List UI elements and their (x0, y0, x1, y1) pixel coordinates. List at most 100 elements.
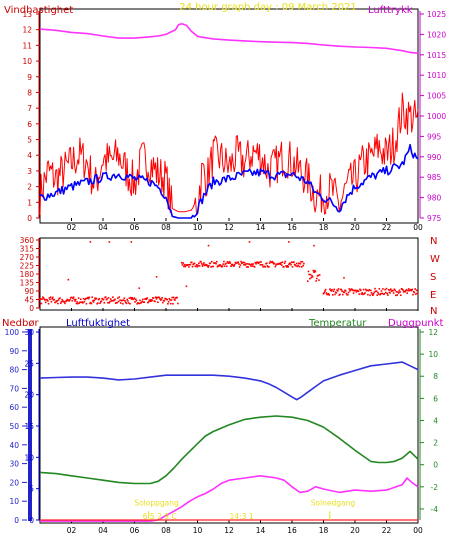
direction-point (339, 293, 341, 296)
direction-point (252, 263, 254, 265)
direction-point (124, 301, 127, 304)
direction-point (126, 298, 128, 301)
direction-point (395, 290, 398, 293)
direction-point (143, 301, 146, 303)
wind-speed-tick-label: 3 (27, 167, 32, 176)
direction-point (260, 261, 262, 263)
direction-point (174, 299, 176, 301)
direction-point (71, 299, 73, 302)
direction-tick-label: 135 (20, 279, 35, 288)
wind-speed-tick-label: 9 (27, 73, 32, 82)
direction-point (139, 299, 141, 302)
direction-point (389, 288, 392, 290)
direction-point (73, 298, 76, 301)
direction-point (64, 302, 66, 305)
direction-point (102, 298, 105, 301)
wind-panel-frame (39, 8, 419, 224)
direction-point (357, 290, 360, 293)
direction-point (130, 298, 133, 300)
direction-point (92, 301, 95, 303)
direction-point (406, 292, 409, 294)
direction-point (198, 265, 201, 267)
tick-label-layer: 0123456789101112139759809859909951000100… (5, 10, 447, 535)
direction-point (60, 300, 63, 303)
direction-point (200, 261, 202, 263)
direction-point (90, 302, 93, 305)
direction-point (393, 288, 396, 291)
direction-point (53, 298, 56, 301)
direction-point (400, 294, 402, 297)
direction-point (333, 288, 336, 291)
direction-point (47, 302, 50, 305)
direction-point (384, 288, 386, 291)
legend-humidity: Luftfuktighet (66, 318, 130, 329)
direction-point (329, 288, 331, 290)
direction-point (355, 291, 358, 293)
direction-point (172, 296, 175, 299)
direction-point (95, 297, 98, 300)
direction-point (231, 263, 234, 266)
direction-point (244, 264, 247, 266)
wind-speed-tick-label: 1 (27, 198, 32, 207)
direction-point (79, 301, 81, 304)
compass-label-e: E (430, 290, 436, 301)
direction-outlier-point (343, 276, 345, 279)
sun-annotation-label: Soloppgang (134, 499, 179, 508)
direction-point (414, 288, 416, 290)
precipitation-tick-label: 40 (9, 441, 19, 450)
direction-point (112, 296, 114, 298)
direction-point (108, 301, 111, 304)
direction-point (415, 289, 418, 292)
direction-point (330, 290, 333, 292)
direction-point (74, 300, 76, 302)
direction-point (129, 296, 132, 299)
direction-point (74, 298, 77, 301)
direction-point (117, 300, 120, 303)
direction-point (372, 293, 375, 295)
direction-point (91, 296, 93, 298)
direction-point (111, 299, 113, 302)
direction-outlier-point (388, 289, 391, 291)
direction-point (117, 297, 119, 299)
direction-point (59, 297, 61, 299)
climate-time-tick-label: 14 (256, 526, 266, 535)
direction-point (131, 296, 133, 299)
temperature-tick-label: -4 (431, 505, 439, 514)
direction-point (280, 262, 282, 264)
climate-time-tick-label: 18 (319, 526, 329, 535)
direction-point (306, 280, 309, 282)
temperature-tick-label: 10 (428, 350, 438, 359)
direction-point (48, 297, 51, 299)
direction-point (87, 296, 89, 299)
direction-point (234, 261, 237, 264)
sun-annotation-label: 14:3 1 (230, 512, 254, 521)
direction-point (59, 302, 62, 305)
direction-point (296, 265, 299, 268)
direction-point (107, 296, 110, 299)
direction-point (187, 264, 189, 266)
direction-point (206, 265, 209, 267)
direction-point (274, 265, 277, 268)
time-tick-label: 20 (350, 223, 360, 232)
direction-point (359, 289, 362, 292)
direction-point (42, 297, 45, 299)
dewpoint-series-line (40, 474, 419, 522)
direction-point (265, 262, 268, 264)
direction-tick-label: 45 (24, 296, 34, 305)
direction-point (298, 265, 301, 268)
direction-point (273, 262, 276, 265)
direction-point (251, 265, 254, 267)
direction-point (284, 260, 287, 263)
direction-point (317, 274, 320, 277)
direction-point (271, 260, 274, 263)
direction-point (238, 263, 240, 265)
direction-point (52, 296, 54, 299)
direction-point (264, 266, 267, 268)
direction-point (220, 265, 222, 267)
direction-point (147, 301, 150, 303)
direction-point (76, 301, 78, 303)
wind-speed-tick-label: 11 (22, 41, 32, 50)
direction-point (69, 298, 71, 301)
direction-point (63, 301, 66, 303)
